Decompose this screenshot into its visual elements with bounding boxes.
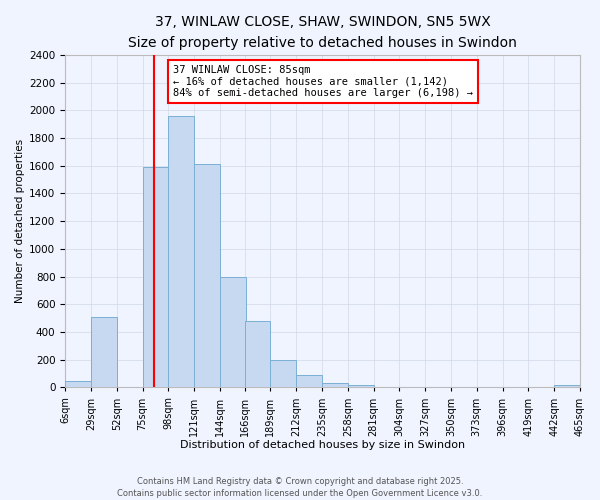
- Bar: [91, 317, 117, 388]
- Bar: [348, 384, 374, 388]
- Bar: [194, 164, 220, 388]
- Text: 37 WINLAW CLOSE: 85sqm
← 16% of detached houses are smaller (1,142)
84% of semi-: 37 WINLAW CLOSE: 85sqm ← 16% of detached…: [173, 65, 473, 98]
- Text: Contains HM Land Registry data © Crown copyright and database right 2025.
Contai: Contains HM Land Registry data © Crown c…: [118, 476, 482, 498]
- Bar: [220, 276, 246, 388]
- Bar: [296, 375, 322, 388]
- Bar: [65, 380, 91, 388]
- Bar: [554, 386, 580, 388]
- Bar: [143, 167, 169, 388]
- Bar: [271, 360, 296, 388]
- Bar: [169, 116, 194, 388]
- Bar: [245, 321, 271, 388]
- Bar: [322, 382, 348, 388]
- X-axis label: Distribution of detached houses by size in Swindon: Distribution of detached houses by size …: [180, 440, 465, 450]
- Title: 37, WINLAW CLOSE, SHAW, SWINDON, SN5 5WX
Size of property relative to detached h: 37, WINLAW CLOSE, SHAW, SWINDON, SN5 5WX…: [128, 15, 517, 50]
- Y-axis label: Number of detached properties: Number of detached properties: [15, 139, 25, 303]
